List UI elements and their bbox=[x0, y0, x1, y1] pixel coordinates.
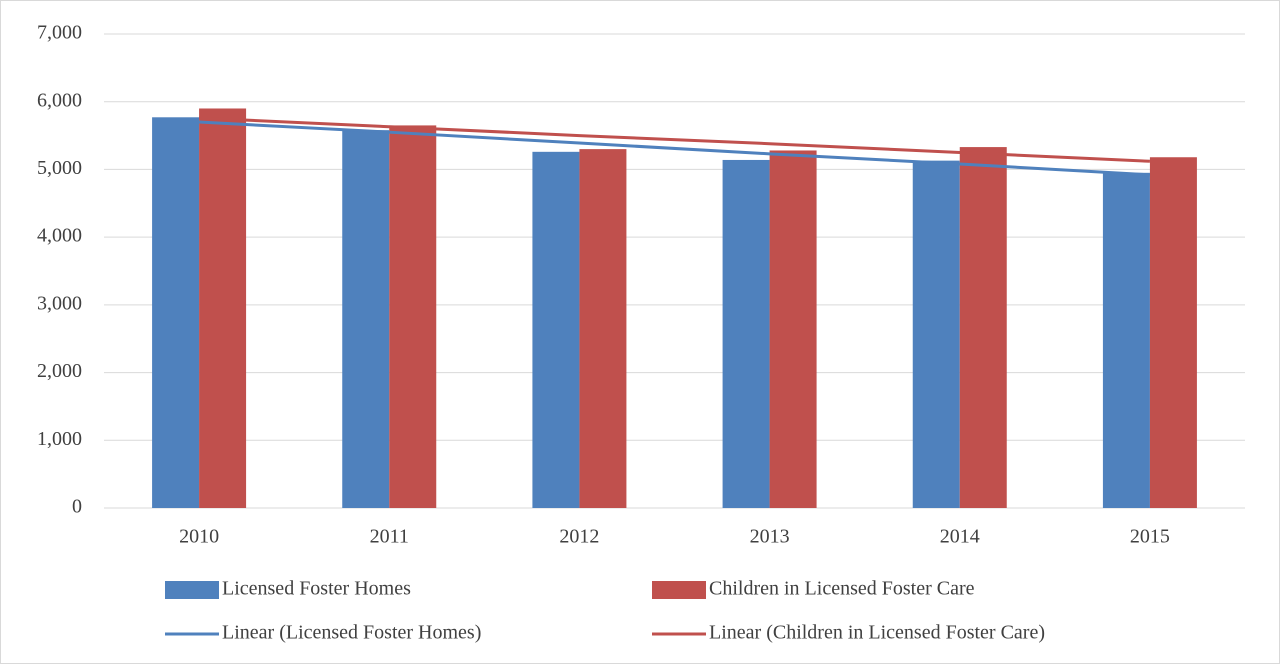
legend-label: Children in Licensed Foster Care bbox=[709, 578, 975, 600]
y-tick-label: 0 bbox=[72, 496, 82, 518]
legend-swatch bbox=[165, 581, 219, 599]
x-tick-label: 2010 bbox=[179, 526, 219, 548]
trend-line bbox=[199, 120, 1151, 177]
bar bbox=[912, 160, 960, 508]
bar bbox=[342, 130, 390, 508]
x-tick-label: 2012 bbox=[559, 526, 599, 548]
legend-label: Linear (Children in Licensed Foster Care… bbox=[709, 622, 1045, 644]
y-tick-label: 1,000 bbox=[37, 428, 82, 450]
y-tick-label: 5,000 bbox=[37, 157, 82, 179]
x-tick-label: 2013 bbox=[750, 526, 790, 548]
y-tick-label: 2,000 bbox=[37, 360, 82, 382]
bar bbox=[579, 149, 627, 508]
y-tick-label: 7,000 bbox=[37, 22, 82, 44]
trend-line bbox=[199, 116, 1150, 163]
y-tick-label: 4,000 bbox=[37, 225, 82, 247]
bar bbox=[1149, 157, 1197, 509]
legend-label: Linear (Licensed Foster Homes) bbox=[222, 622, 481, 644]
bar bbox=[532, 151, 580, 508]
y-tick-label: 3,000 bbox=[37, 292, 82, 314]
y-tick-label: 6,000 bbox=[37, 89, 82, 111]
bar bbox=[199, 108, 247, 508]
bar bbox=[769, 150, 817, 508]
legend-label: Licensed Foster Homes bbox=[222, 578, 411, 600]
bar bbox=[1102, 172, 1150, 509]
bar bbox=[389, 125, 437, 509]
x-tick-label: 2011 bbox=[370, 526, 409, 548]
bar bbox=[959, 147, 1007, 508]
x-tick-label: 2014 bbox=[940, 526, 980, 548]
bar bbox=[722, 159, 770, 508]
legend-swatch bbox=[652, 581, 706, 599]
x-tick-label: 2015 bbox=[1130, 526, 1170, 548]
bar bbox=[152, 117, 200, 508]
